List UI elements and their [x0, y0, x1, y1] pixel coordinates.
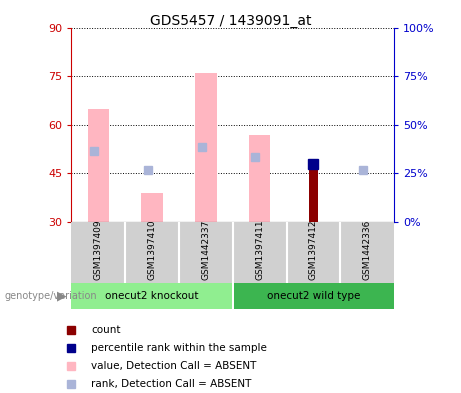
Text: GSM1442337: GSM1442337 — [201, 219, 210, 280]
Text: GSM1397410: GSM1397410 — [148, 219, 157, 280]
Text: onecut2 wild type: onecut2 wild type — [267, 291, 361, 301]
Bar — [142, 193, 163, 222]
Text: GSM1397411: GSM1397411 — [255, 219, 264, 280]
Text: genotype/variation: genotype/variation — [5, 291, 97, 301]
Text: ▶: ▶ — [57, 289, 67, 302]
Bar — [249, 134, 271, 222]
Text: percentile rank within the sample: percentile rank within the sample — [91, 343, 267, 353]
Bar — [71, 283, 231, 309]
Bar — [309, 170, 318, 222]
Bar — [234, 283, 394, 309]
Text: GSM1397409: GSM1397409 — [94, 219, 103, 280]
Text: GSM1442336: GSM1442336 — [363, 219, 372, 280]
Bar — [88, 108, 109, 222]
Bar — [195, 73, 217, 222]
Text: GSM1397412: GSM1397412 — [309, 219, 318, 280]
Text: count: count — [91, 325, 120, 335]
Text: value, Detection Call = ABSENT: value, Detection Call = ABSENT — [91, 361, 256, 371]
Text: GDS5457 / 1439091_at: GDS5457 / 1439091_at — [150, 14, 311, 28]
Text: rank, Detection Call = ABSENT: rank, Detection Call = ABSENT — [91, 379, 251, 389]
Text: onecut2 knockout: onecut2 knockout — [105, 291, 198, 301]
